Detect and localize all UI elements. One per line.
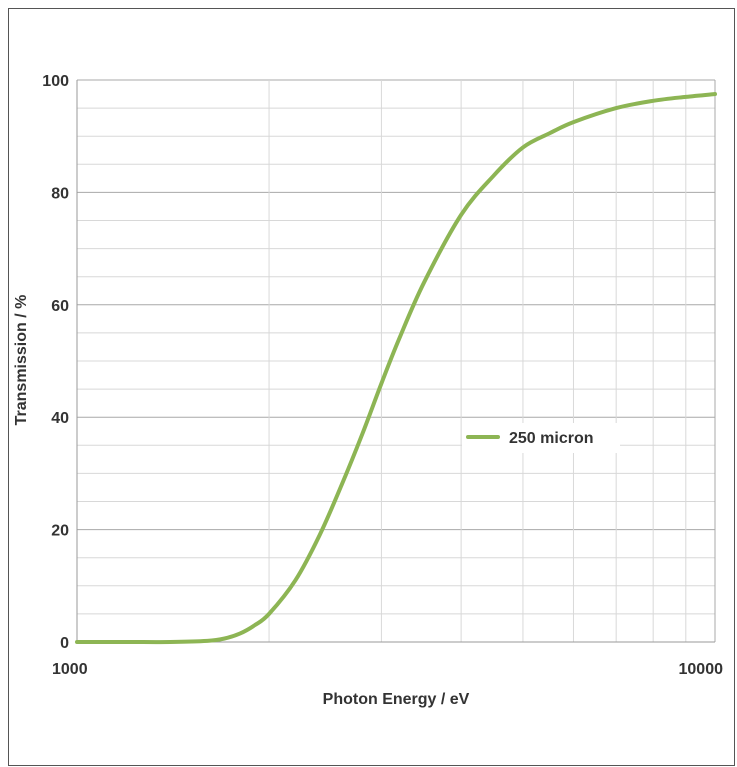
grid [76,79,716,643]
y-tick-label: 80 [51,185,69,202]
y-tick-label: 40 [51,410,69,427]
y-tick-label: 60 [51,298,69,315]
legend: 250 micron [462,423,620,453]
x-axis-title: Photon Energy / eV [323,691,470,708]
y-axis-title: Transmission / % [13,295,30,426]
x-tick-label: 1000 [52,661,88,678]
y-tick-label: 0 [60,635,69,652]
y-tick-label: 100 [42,73,69,90]
series-layer [75,92,717,645]
chart-frame [8,8,735,766]
legend-label: 250 micron [509,430,593,447]
axes: 0 20 40 60 80 100 1000 10000 [42,73,723,678]
series-line-250-micron [75,92,717,645]
y-tick-label: 20 [51,523,69,540]
x-tick-label: 10000 [679,661,724,678]
